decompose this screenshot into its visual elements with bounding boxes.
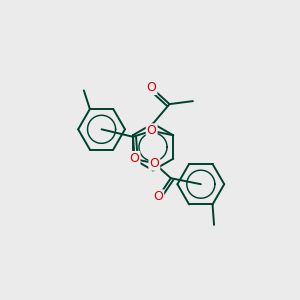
Text: O: O (153, 190, 163, 203)
Text: O: O (147, 81, 156, 94)
Text: O: O (130, 152, 140, 165)
Text: O: O (149, 157, 159, 170)
Text: O: O (147, 124, 157, 137)
